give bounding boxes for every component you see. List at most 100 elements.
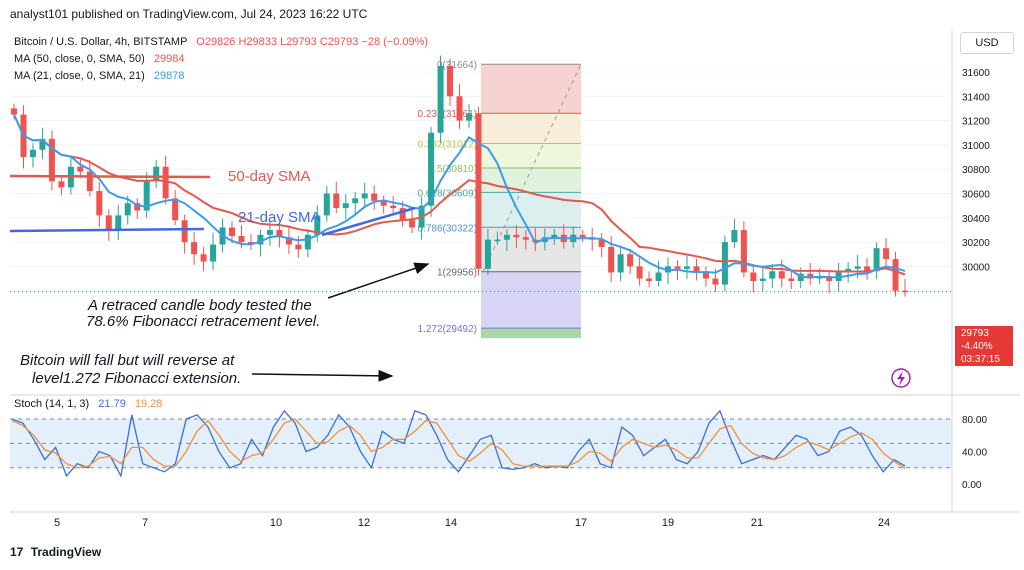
candle-body: [371, 193, 378, 201]
candle-body: [769, 271, 776, 279]
candle-body: [380, 200, 387, 206]
fib-zone: [481, 167, 581, 193]
candle-body: [674, 266, 681, 269]
candle-body: [636, 266, 643, 279]
note1-line1: A retraced candle body tested the: [87, 297, 312, 314]
candle-body: [702, 271, 709, 279]
alert-icon: [891, 368, 911, 388]
candle-body: [617, 254, 624, 273]
candle-body: [115, 215, 122, 230]
x-tick-label: 19: [662, 517, 674, 529]
x-tick-label: 14: [445, 517, 457, 529]
candle-body: [788, 278, 795, 281]
candle-body: [437, 65, 444, 133]
sma21-drawn-line: [9, 227, 205, 233]
candle-body: [295, 244, 302, 250]
candle-body: [153, 166, 160, 182]
symbol-label: Bitcoin / U.S. Dollar, 4h, BITSTAMP: [14, 36, 188, 48]
candle-body: [143, 181, 150, 211]
fib-zone: [481, 328, 581, 339]
candle-body: [257, 234, 264, 245]
candle-body: [494, 239, 501, 242]
candle-body: [655, 272, 662, 281]
candle-body: [598, 239, 605, 247]
candle-body: [390, 205, 397, 209]
fib-level-label: 1.272(29492): [418, 324, 478, 335]
candle-body: [105, 215, 112, 230]
y-tick-label: 30200: [962, 238, 990, 249]
fib-level-label: 0(31664): [437, 60, 477, 71]
chart-legend: Bitcoin / U.S. Dollar, 4h, BITSTAMP O298…: [14, 34, 428, 85]
x-tick-label: 12: [358, 517, 370, 529]
stoch-d-value: 19.28: [134, 398, 163, 410]
candle-body: [247, 242, 254, 245]
candle-body: [96, 191, 103, 216]
candle-body: [646, 278, 653, 281]
candle-body: [409, 220, 416, 228]
candle-body: [683, 266, 690, 269]
candle-body: [712, 278, 719, 285]
candle-body: [210, 244, 217, 262]
candle-body: [200, 254, 207, 262]
y-tick-label: 30000: [962, 262, 990, 273]
publish-bar: analyst101 published on TradingView.com,…: [0, 0, 1024, 28]
ma50-value: 29984: [153, 53, 185, 65]
candle-body: [191, 242, 198, 255]
stoch-legend: Stoch (14, 1, 3) 21.79 19.28: [14, 398, 162, 410]
y-tick-label: 30400: [962, 214, 990, 225]
fib-level-label: 0.618(30609): [418, 188, 478, 199]
candle-body: [778, 271, 785, 279]
candle-body: [39, 138, 46, 150]
stoch-k-line: [11, 409, 906, 478]
fib-zone: [481, 64, 581, 114]
candle-body: [172, 198, 179, 221]
candle-body: [465, 113, 472, 121]
candle-body: [399, 208, 406, 221]
candle-body: [134, 203, 141, 211]
candle-body: [731, 229, 738, 243]
candle-body: [276, 229, 283, 238]
candle-body: [124, 203, 131, 216]
fib-level-label: 0.382(31012): [418, 139, 478, 150]
x-tick-label: 17: [575, 517, 587, 529]
sma50-annotation: 50-day SMA: [228, 168, 311, 185]
candle-body: [314, 215, 321, 235]
candle-body: [902, 290, 908, 293]
x-tick-label: 10: [270, 517, 282, 529]
candle-body: [428, 132, 435, 206]
y-tick-label: 31600: [962, 68, 990, 79]
fib-level-label: 0.786(30322): [418, 223, 478, 234]
y-tick-label: 30800: [962, 165, 990, 176]
ma50-row: MA (50, close, 0, SMA, 50) 29984: [14, 51, 428, 68]
currency-button[interactable]: USD: [960, 32, 1014, 54]
fib-trend-line: [482, 64, 582, 272]
x-tick-label: 24: [878, 517, 890, 529]
y-tick-label: 31400: [962, 92, 990, 103]
candle-body: [873, 248, 880, 272]
sma21-annotation: 21-day SMA: [238, 209, 321, 226]
candle-body: [361, 193, 368, 199]
price-change: -4.40%: [961, 341, 993, 352]
candle-body: [29, 149, 36, 158]
candle-body: [475, 113, 482, 269]
candle-body: [759, 278, 766, 281]
candle-body: [447, 65, 454, 97]
fib-zone: [481, 271, 581, 329]
candle-body: [750, 272, 757, 281]
note2-arrow: [251, 369, 394, 382]
candle-body: [229, 227, 236, 237]
candles: [11, 55, 908, 297]
candle-body: [551, 234, 558, 238]
candle-body: [513, 234, 520, 238]
candle-body: [864, 266, 871, 272]
x-tick-label: 5: [54, 517, 60, 529]
tradingview-footer[interactable]: 17 TradingView: [10, 545, 101, 559]
candle-body: [532, 239, 539, 243]
stoch-y-tick-label: 0.00: [962, 480, 982, 491]
candle-body: [266, 229, 273, 235]
fib-level-label: 0.5(30810): [429, 164, 477, 175]
ma21-line: [13, 114, 906, 279]
sma50-drawn-line: [9, 174, 211, 179]
note1-arrow: [327, 262, 430, 299]
